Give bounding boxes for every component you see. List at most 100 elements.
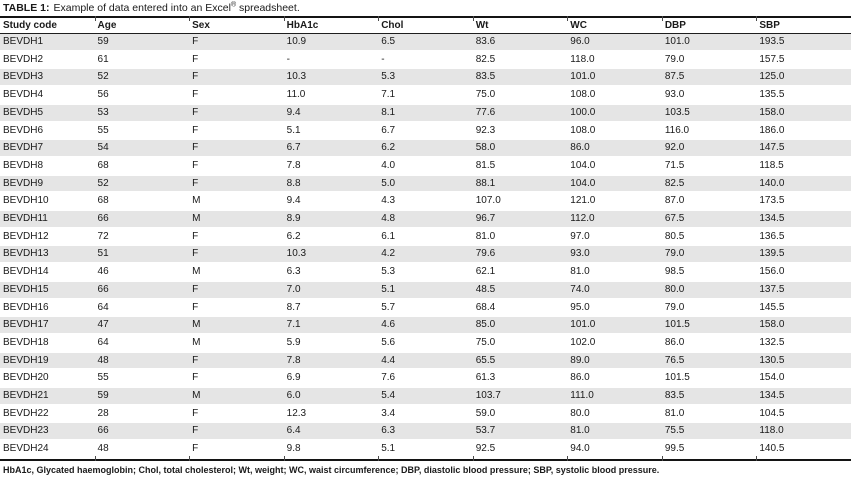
column-header-wt: Wt — [472, 18, 568, 34]
table-row: BEVDH21 59 M 6.0 5.4 103.7 111.0 83.5 134.5 — [0, 387, 851, 405]
table-cell-age: 66 — [97, 425, 109, 437]
table-cell-age: 51 — [97, 248, 109, 260]
table-cell-age: 61 — [97, 53, 109, 65]
table-cell-study-code: BEVDH7 — [3, 142, 44, 154]
table-row: BEVDH6 55 F 5.1 6.7 92.3 108.0 116.0 186.0 — [0, 122, 851, 140]
table-row: BEVDH2 61 F - - 82.5 118.0 79.0 157.5 — [0, 51, 851, 69]
table-cell-wt: 75.0 — [475, 89, 496, 101]
table-body: BEVDH1 59 F 10.9 6.5 83.6 96.0 101.0 193.5 BEVDH2… — [0, 33, 851, 458]
table-cell-hba1c: 9.8 — [286, 443, 301, 455]
table-cell-hba1c: 6.3 — [286, 266, 301, 278]
table-cell-age: 59 — [97, 36, 109, 47]
table-cell-hba1c: 9.4 — [286, 195, 301, 207]
table-cell-hba1c: 10.3 — [286, 71, 307, 83]
table-cell-hba1c: 6.2 — [286, 230, 301, 242]
table-caption: TABLE 1: Example of data entered into an … — [0, 0, 851, 16]
table-cell-chol: 6.1 — [381, 230, 396, 242]
table-cell-wt: 59.0 — [475, 407, 496, 419]
table-cell-chol: 5.0 — [381, 177, 396, 189]
table-cell-chol: 7.1 — [381, 89, 396, 101]
table-row: BEVDH23 66 F 6.4 6.3 53.7 81.0 75.5 118.0 — [0, 422, 851, 441]
table-cell-dbp: 116.0 — [664, 124, 690, 136]
table-row: BEVDH15 66 F 7.0 5.1 48.5 74.0 80.0 137.5 — [0, 280, 851, 299]
table-cell-wc: 81.0 — [570, 266, 590, 278]
table-cell-wt: 61.3 — [475, 372, 496, 384]
table-cell-sex: F — [192, 36, 199, 47]
table-cell-age: 59 — [97, 390, 109, 402]
table-cell-study-code: BEVDH1 — [3, 36, 44, 47]
table-cell-wt: 75.0 — [475, 336, 496, 348]
table-cell-chol: 5.7 — [381, 301, 396, 313]
table-cell-dbp: 71.5 — [664, 159, 685, 171]
column-boundary-tick — [378, 16, 380, 21]
column-boundary-tick — [189, 16, 191, 21]
column-header-wc: WC — [567, 18, 662, 34]
table-cell-chol: 4.3 — [381, 195, 396, 207]
table-cell-age: 64 — [97, 336, 109, 348]
column-boundary-tick — [756, 455, 758, 461]
table-cell-wt: 83.6 — [475, 36, 496, 47]
table-header: Study code Age Sex HbA1c Chol Wt WC DBP SBP — [0, 18, 851, 34]
table-cell-dbp: 76.5 — [664, 354, 685, 366]
table-cell-chol: 8.1 — [381, 106, 396, 118]
table-cell-chol: 6.7 — [381, 124, 396, 136]
column-boundary-tick — [661, 455, 663, 461]
table-cell-hba1c: 5.1 — [286, 124, 301, 136]
table-cell-sbp: 139.5 — [759, 248, 785, 260]
column-boundary-tick — [94, 455, 96, 461]
table-cell-chol: 6.3 — [381, 425, 396, 437]
table-cell-sex: M — [192, 195, 201, 207]
table-cell-wc: 74.0 — [570, 283, 590, 295]
table-row: BEVDH4 56 F 11.0 7.1 75.0 108.0 93.0 135.5 — [0, 86, 851, 104]
table-cell-age: 72 — [97, 230, 109, 242]
table-cell-wt: 68.4 — [475, 301, 496, 313]
table-cell-study-code: BEVDH4 — [3, 89, 44, 101]
table-cell-wc: 100.0 — [570, 106, 596, 118]
table-cell-age: 52 — [97, 71, 109, 83]
table-cell-study-code: BEVDH16 — [3, 301, 49, 313]
table-cell-study-code: BEVDH12 — [3, 230, 49, 242]
table-cell-age: 28 — [97, 407, 109, 419]
table-cell-sex: F — [192, 124, 199, 136]
table-cell-wt: 92.5 — [475, 443, 496, 455]
table-cell-wc: 118.0 — [570, 53, 595, 65]
table-cell-hba1c: - — [286, 53, 290, 65]
table-cell-dbp: 86.0 — [664, 336, 685, 348]
registered-trademark-symbol: ® — [230, 1, 237, 9]
table-cell-sex: F — [192, 301, 199, 313]
table-cell-study-code: BEVDH13 — [3, 248, 49, 260]
table-cell-sbp: 140.0 — [759, 177, 785, 189]
table-cell-dbp: 101.0 — [664, 36, 690, 47]
table-cell-sbp: 135.5 — [759, 89, 785, 101]
header-row: Study code Age Sex HbA1c Chol Wt WC DBP SBP — [0, 18, 851, 34]
table-row: BEVDH22 28 F 12.3 3.4 59.0 80.0 81.0 104.5 — [0, 405, 851, 423]
table-cell-hba1c: 12.3 — [286, 407, 307, 419]
table-cell-hba1c: 11.0 — [286, 89, 306, 101]
table-cell-chol: 3.4 — [381, 407, 396, 419]
table-cell-wt: 96.7 — [475, 213, 496, 225]
table-cell-wt: 82.5 — [475, 53, 496, 65]
table-cell-dbp: 80.5 — [664, 230, 685, 242]
table-cell-wt: 79.6 — [475, 248, 496, 260]
table-cell-wc: 121.0 — [570, 195, 596, 207]
table-cell-hba1c: 7.8 — [286, 159, 301, 171]
table-cell-chol: 4.4 — [381, 354, 396, 366]
table-cell-wt: 58.0 — [475, 142, 496, 154]
table-cell-wc: 112.0 — [570, 213, 595, 225]
table-cell-sex: F — [192, 142, 199, 154]
table-cell-hba1c: 6.0 — [286, 390, 301, 402]
table-cell-dbp: 99.5 — [664, 443, 685, 455]
table-cell-age: 68 — [97, 195, 109, 207]
table-cell-age: 55 — [97, 372, 109, 384]
table-cell-hba1c: 7.0 — [286, 283, 301, 295]
table-row: BEVDH10 68 M 9.4 4.3 107.0 121.0 87.0 173.5 — [0, 192, 851, 211]
table-row: BEVDH19 48 F 7.8 4.4 65.5 89.0 76.5 130.5 — [0, 351, 851, 370]
table-cell-sex: F — [192, 89, 199, 101]
table-caption-suffix: spreadsheet. — [236, 2, 300, 14]
table-cell-wc: 93.0 — [570, 248, 590, 260]
table-cell-sbp: 158.0 — [759, 319, 785, 331]
table-cell-chol: 4.0 — [381, 159, 396, 171]
table-cell-sbp: 156.0 — [759, 266, 785, 278]
table-cell-age: 56 — [97, 89, 109, 101]
table-cell-sex: F — [192, 354, 199, 366]
